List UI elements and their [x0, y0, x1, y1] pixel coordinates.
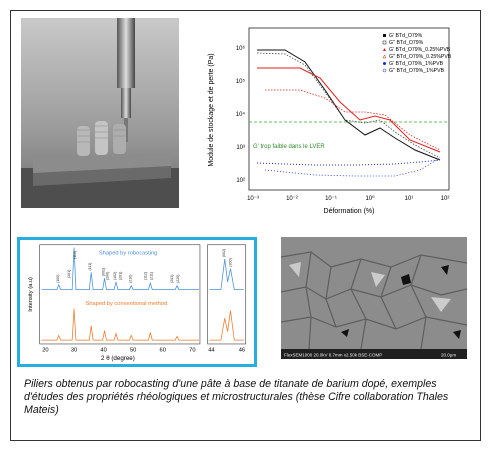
xrd-label-robocasting: Shaped by robocasting: [99, 250, 157, 256]
xrd-peak-label: (220): [176, 274, 180, 282]
xrd-peak-label: (211): [149, 272, 153, 280]
xrd-peak-label: (200): [105, 272, 109, 280]
series-gpp-025: [265, 89, 441, 151]
xrd-inset-xtick: 46: [239, 348, 245, 354]
sem-scale-label: 20.0μm: [441, 353, 456, 358]
xrd-label-conventional: Shaped by conventional method: [85, 301, 167, 307]
rheo-annotation: G' trop faible dans le LVER: [253, 144, 325, 150]
legend-entry: G' BTd_O79%: [389, 33, 423, 39]
xrd-inset-peak-label: (002): [222, 249, 226, 257]
xrd-xtick: 20: [42, 348, 48, 354]
legend-entry: G' BTd_O79%_1%PVB: [389, 61, 444, 67]
rheo-legend: G' BTd_O79% G'' BTd_O79% G' BTd_O79%_0.2…: [382, 33, 452, 74]
rheo-xtick: 10²: [441, 196, 450, 202]
rheo-xtick: 10⁻¹: [325, 196, 337, 202]
xrd-xtick: 70: [189, 348, 195, 354]
sem-footer: FlexSEM1000 20.0kV 8.7mm x2.50k BSE-COMP: [284, 353, 382, 358]
rheo-ytick: 10²: [236, 178, 245, 184]
xrd-peak-label: (201): [119, 272, 123, 280]
xrd-peak-label: (101): [67, 270, 71, 278]
xrd-peak-label: (110): [73, 251, 77, 259]
legend-entry: G'' BTd_O79%_1%PVB: [389, 68, 445, 74]
rheo-ytick: 10⁴: [236, 111, 246, 118]
rheo-ytick: 10³: [236, 145, 245, 151]
rheology-chart: Module de stockage et de perte (Pa) Défo…: [208, 27, 452, 215]
series-gpp-1: [264, 157, 441, 177]
rheo-ytick: 10⁶: [236, 45, 246, 52]
xrd-xtick: 40: [100, 348, 106, 354]
xrd-xtick: 60: [160, 348, 166, 354]
rheo-ytick: 10⁵: [236, 78, 246, 85]
xrd-inset-peak-label: (200): [228, 258, 232, 266]
xrd-xtick: 30: [71, 348, 77, 354]
figure-caption: Piliers obtenus par robocasting d'une pâ…: [24, 378, 449, 416]
xrd-robocasting-curve: [41, 247, 199, 290]
series-gp-025: [257, 67, 441, 153]
xrd-peak-label: (202): [170, 274, 174, 282]
xrd-inset-xtick: 44: [208, 348, 215, 354]
series-gpp-79: [256, 52, 441, 159]
xrd-peak-label: (112): [144, 272, 148, 280]
xrd-peak-label: (111): [88, 263, 92, 271]
rheo-xtick: 10⁻³: [247, 196, 259, 202]
series-gp-79: [257, 49, 441, 161]
legend-entry: G'' BTd_O79%: [389, 40, 424, 46]
rheo-xtick: 10⁰: [365, 195, 375, 202]
xrd-xtick: 50: [130, 348, 136, 354]
legend-entry: G' BTd_O79%_0.25%PVB: [389, 47, 451, 53]
xrd-inset-conventional: [209, 310, 244, 341]
robocasting-photo: [21, 18, 179, 208]
series-gp-1: [256, 159, 441, 166]
xrd-panel: Intensity (a.u) 2 θ (degree) 20 30 40 50…: [17, 237, 257, 367]
rheo-xtick: 10¹: [405, 196, 414, 202]
xrd-inset-robocasting: [209, 259, 244, 290]
rheo-ylabel: Module de stockage et de perte (Pa): [208, 53, 215, 166]
xrd-peak-label: (210): [128, 274, 132, 282]
rheo-xtick: 10⁻²: [286, 196, 298, 202]
legend-entry: G'' BTd_O79%_0.25%PVB: [389, 54, 452, 60]
xrd-ylabel: Intensity (a.u): [28, 277, 34, 312]
rheo-xlabel: Déformation (%): [324, 208, 375, 215]
xrd-peak-label: (002): [102, 268, 106, 276]
xrd-peak-label: (100): [56, 274, 60, 282]
sem-micrograph: FlexSEM1000 20.0kV 8.7mm x2.50k BSE-COMP…: [281, 237, 467, 359]
xrd-xlabel: 2 θ (degree): [101, 355, 135, 362]
xrd-peak-label: (102): [113, 272, 117, 280]
xrd-conventional-curve: [41, 308, 199, 341]
